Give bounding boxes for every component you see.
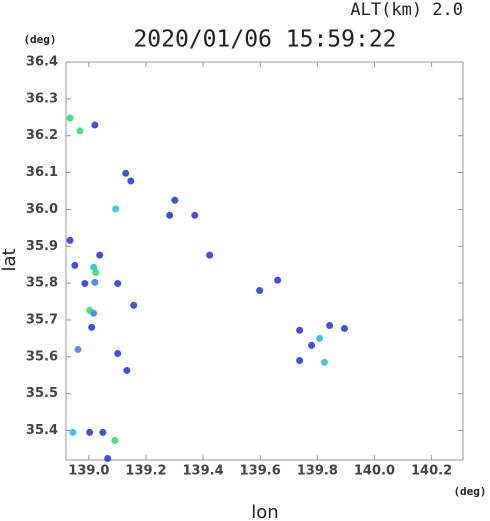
echo-point [340,324,348,332]
echo-point [166,211,174,219]
echo-point [90,309,98,317]
y-tick-label: 35.9 [26,239,58,254]
y-tick-label: 35.7 [26,312,58,327]
y-tick-label: 35.8 [26,276,58,291]
echo-point [104,455,112,463]
y-tick-label: 35.5 [26,386,58,401]
y-tick-label: 36.0 [26,202,58,217]
echo-point [76,127,84,135]
echo-point [74,345,82,353]
echo-point [171,196,179,204]
echo-point [130,301,138,309]
echo-point [296,326,304,334]
echo-point [71,261,79,269]
echo-point [191,211,199,219]
y-tick-label: 36.4 [26,55,58,70]
echo-point [122,169,130,177]
echo-point [114,279,122,287]
echo-point [111,436,119,444]
echo-point [92,268,100,276]
echo-point [114,349,122,357]
y-tick-label: 36.2 [26,128,58,143]
echo-point [99,428,107,436]
x-tick-label: 140.0 [354,464,395,479]
echo-point [308,341,316,349]
echo-point [127,177,135,185]
echo-point [326,321,334,329]
y-unit: (deg) [23,33,56,46]
echo-point [256,286,264,294]
echo-point [96,251,104,259]
echo-point [91,121,99,129]
echo-point [296,357,304,364]
y-tick-label: 36.1 [26,165,58,180]
echo-point [316,334,324,342]
x-tick-label: 140.2 [411,464,452,479]
plot-frame [65,61,464,461]
x-tick-label: 139.2 [125,464,166,479]
echo-point [81,279,89,287]
x-tick-label: 139.8 [297,464,338,479]
y-tick-label: 35.4 [26,423,58,438]
echo-point [66,114,74,122]
echo-point [123,366,131,374]
echo-point [320,358,328,366]
x-tick-label: 139.4 [183,464,224,479]
x-unit: (deg) [453,485,486,498]
chart-title: 2020/01/06 15:59:22 [133,27,396,53]
echo-point [86,428,94,436]
echo-point [112,205,120,213]
y-tick-label: 36.3 [26,91,58,106]
x-axis-title: lon [251,502,278,521]
x-tick-label: 139.6 [240,464,281,479]
echo-point [88,323,96,331]
y-tick-label: 35.6 [26,349,58,364]
echo-point [274,276,282,284]
y-axis-title: lat [0,248,20,271]
echo-point [91,278,99,286]
echo-point [69,428,77,436]
echo-point [206,251,214,259]
altitude-label: ALT(km) 2.0 [350,0,463,20]
echo-point [66,236,74,244]
x-tick-label: 139.0 [68,464,109,479]
